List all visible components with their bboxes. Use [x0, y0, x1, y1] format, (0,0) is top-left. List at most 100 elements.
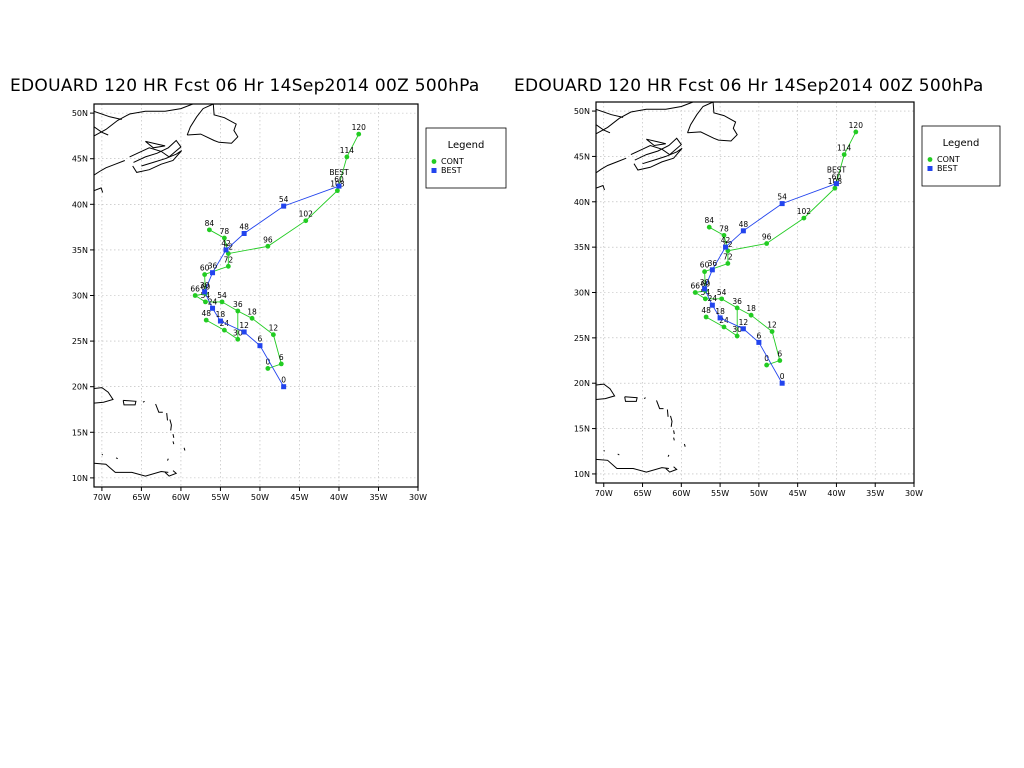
cont-track-point [764, 241, 770, 246]
lon-tick-label: 55W [711, 489, 729, 498]
right-map-panel: EDOUARD 120 HR Fcst 06 Hr 14Sep2014 00Z … [512, 0, 1024, 768]
coastline [186, 104, 239, 144]
cont-track-point [719, 296, 725, 302]
best-track-point [740, 228, 746, 234]
cont-track-point [702, 296, 708, 302]
legend-cont-marker [431, 159, 437, 164]
coastline [603, 450, 605, 452]
left-map-panel: EDOUARD 120 HR Fcst 06 Hr 14Sep2014 00Z … [10, 76, 507, 502]
cont-track-point [202, 272, 208, 277]
legend-entry-label: BEST [441, 166, 462, 175]
lon-tick-label: 40W [827, 489, 845, 498]
cont-track-point [734, 333, 740, 339]
lat-tick-label: 25N [574, 334, 590, 343]
track-line-cont-3 [705, 307, 738, 337]
track-point-label: 54 [777, 193, 787, 202]
best-track-point [241, 230, 247, 236]
track-point-label: 66 [190, 285, 200, 294]
track-point-label: 18 [216, 310, 226, 319]
track-point-label: 96 [762, 233, 772, 242]
legend-box [425, 127, 507, 189]
track-point-label: 54 [717, 288, 727, 297]
best-track-point [723, 244, 729, 250]
track-point-label: 42 [221, 239, 231, 248]
cont-track-point [225, 263, 231, 269]
track-point-label: 18 [715, 307, 725, 316]
track-point-label: 60 [701, 280, 711, 289]
cont-track-point [265, 243, 271, 249]
track-line-best [704, 183, 837, 384]
lat-tick-label: 15N [574, 425, 590, 434]
cont-track-point [769, 329, 775, 334]
track-map-left: 70W 65W 60W 55W 50W 45W 40W 35W 30W 10N 15N 20N 25N 3… [72, 103, 507, 502]
cont-track-point [841, 152, 847, 158]
map-title: EDOUARD 120 HR Fcst 06 Hr 14Sep2014 00Z … [514, 76, 984, 96]
track-point-label: 96 [263, 235, 273, 244]
track-point-label: 54 [217, 291, 227, 300]
track-point-label: 114 [837, 144, 852, 153]
lat-tick-label: 45N [574, 152, 590, 161]
coastline [624, 396, 638, 402]
track-point-label: 102 [797, 207, 812, 216]
cont-track-point [801, 215, 807, 221]
track-point-label: 18 [746, 304, 756, 313]
best-track-point [281, 203, 287, 209]
lat-tick-label: 40N [574, 198, 590, 207]
coastline [167, 458, 169, 461]
lon-tick-label: 45W [789, 489, 807, 498]
cont-track-point [703, 314, 709, 320]
lon-tick-label: 50W [251, 493, 269, 502]
coastline [633, 147, 683, 171]
track-point-label: 12 [739, 318, 749, 327]
map-frame [595, 101, 915, 484]
lat-tick-label: 50N [574, 107, 590, 116]
cont-track-point [206, 227, 212, 233]
coastline [122, 399, 137, 406]
cont-track-point [219, 299, 225, 305]
track-point-label: 24 [208, 297, 218, 306]
lon-tick-label: 60W [672, 489, 690, 498]
track-point-label: 0 [780, 372, 785, 381]
cont-track-point [702, 269, 707, 275]
coastline [164, 470, 178, 477]
lon-tick-label: 65W [132, 493, 150, 502]
cont-track-point [303, 218, 309, 224]
cont-track-point [265, 366, 271, 371]
coastline [596, 458, 669, 473]
lon-tick-label: 50W [750, 489, 768, 498]
lon-tick-label: 55W [211, 493, 229, 502]
coastline [646, 138, 666, 147]
cont-track-point [725, 261, 731, 266]
lat-tick-label: 35N [72, 246, 88, 255]
coastline [94, 110, 122, 120]
lat-tick-label: 30N [72, 292, 88, 301]
cont-track-point [192, 293, 198, 298]
best-track-point [779, 201, 785, 207]
best-track-point [779, 380, 785, 386]
coastline [172, 441, 175, 445]
cont-track-point [249, 315, 255, 321]
coastline [630, 137, 682, 161]
coastline [94, 462, 169, 477]
coastline [665, 466, 678, 473]
track-point-label: 6 [279, 353, 284, 362]
track-point-label: 48 [739, 220, 749, 229]
track-point-label: 6 [258, 335, 263, 344]
track-line-best [204, 185, 340, 387]
best-track-point [740, 326, 746, 332]
coastline [596, 124, 611, 134]
coastline [683, 443, 686, 447]
best-track-point [210, 270, 216, 276]
legend-entry-label: CONT [937, 155, 960, 164]
coastline [670, 415, 673, 427]
best-annotation: BEST [827, 166, 847, 175]
track-point-label: 30 [700, 278, 710, 287]
best-track-point [756, 339, 762, 345]
track-point-label: 84 [205, 219, 215, 228]
cont-track-point [692, 290, 698, 295]
lon-tick-label: 40W [330, 493, 348, 502]
track-point-label: 36 [708, 259, 718, 268]
coastline [596, 102, 694, 135]
lon-tick-label: 30W [905, 489, 923, 498]
track-point-label: 60 [334, 175, 344, 184]
